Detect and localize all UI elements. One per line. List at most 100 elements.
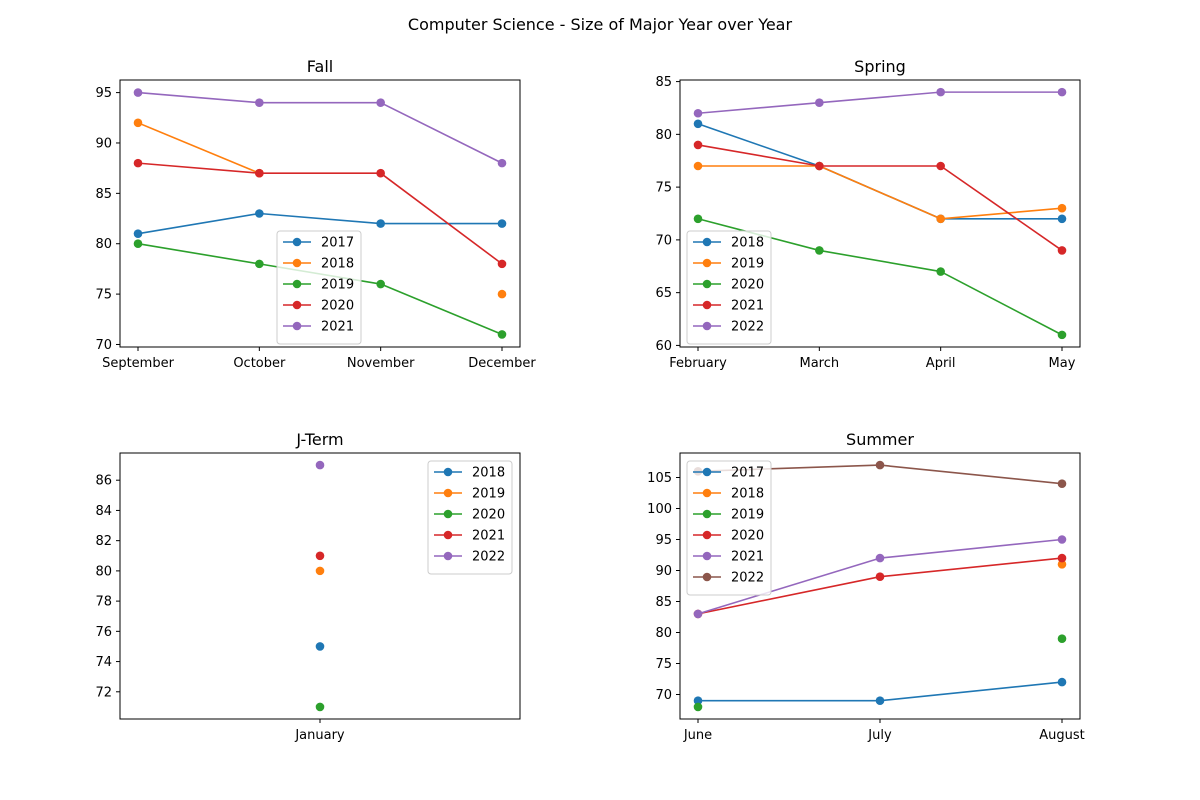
axes-frame (679, 79, 1081, 348)
subplot-title: Spring (854, 57, 906, 76)
legend-label: 2021 (731, 550, 764, 565)
data-point (1057, 535, 1067, 544)
legend-marker (702, 467, 712, 477)
y-tick-label: 70 (95, 338, 112, 353)
series-line-segment (697, 144, 820, 167)
data-point (315, 551, 325, 561)
series-line-segment (940, 207, 1063, 220)
subplot-title: Fall (307, 57, 333, 76)
legend-entry: 2017 (693, 466, 764, 481)
data-point (936, 161, 945, 171)
legend-label: 2022 (731, 571, 764, 586)
y-tick-label: 85 (655, 595, 672, 610)
subplots: Fall 70 75 80 85 90 95 September October November… (95, 57, 1084, 743)
legend-label: 2022 (472, 550, 505, 565)
x-tick-label: February (669, 356, 727, 371)
x-tick-label: December (468, 356, 536, 371)
legend-label: 2019 (472, 487, 505, 502)
y-tick-label: 80 (95, 237, 112, 252)
series-2020 (315, 702, 325, 712)
legend-marker (702, 321, 712, 331)
series-2022 (693, 87, 1067, 118)
x-tick-label: October (233, 356, 286, 371)
y-tick-label: 86 (95, 474, 112, 489)
data-point (376, 219, 385, 228)
x-tick-label: July (867, 728, 892, 743)
series-line-segment (879, 557, 1063, 578)
data-point (1057, 559, 1067, 569)
legend-label: 2020 (472, 508, 505, 523)
series-line-segment (940, 165, 1063, 252)
data-point (693, 108, 703, 118)
legend-label: 2021 (472, 529, 505, 544)
subplot-j-term: J-Term 72 74 76 78 80 82 84 86 January 2018 2019 202… (95, 430, 521, 743)
data-point (693, 119, 703, 129)
legend-entry: 2018 (693, 487, 764, 502)
legend-label: 2018 (321, 257, 354, 272)
data-point (693, 214, 703, 224)
legend-marker (702, 237, 712, 247)
series-line-segment (697, 101, 820, 115)
subplot-title: J-Term (295, 430, 343, 449)
series-2019 (693, 634, 1067, 712)
legend-marker (292, 237, 302, 247)
data-point (315, 566, 325, 576)
legend-marker (702, 572, 712, 582)
data-point (133, 229, 143, 238)
data-point (497, 158, 507, 168)
series-2020 (133, 158, 507, 269)
legend-label: 2022 (731, 320, 764, 335)
legend-entry: 2019 (283, 278, 354, 293)
series-line-segment (380, 101, 503, 164)
data-point (315, 642, 325, 651)
data-point (936, 214, 945, 224)
legend-marker (292, 279, 302, 289)
data-point (255, 209, 264, 218)
legend-marker (443, 509, 453, 519)
data-point (497, 289, 507, 299)
series-line-segment (137, 162, 260, 174)
data-point (376, 168, 385, 178)
legend-marker (702, 530, 712, 540)
series-2018 (1057, 559, 1067, 569)
data-point (1057, 214, 1067, 224)
data-point (376, 98, 385, 107)
series-2017 (693, 677, 1067, 706)
data-point (693, 161, 703, 171)
x-tick-label: August (1039, 728, 1085, 743)
legend-marker (292, 258, 302, 268)
legend: 2018 2019 2020 2021 2022 (686, 230, 772, 345)
data-point (497, 330, 507, 339)
y-tick-label: 90 (95, 136, 112, 151)
data-point (1057, 246, 1067, 255)
subplot-fall: Fall 70 75 80 85 90 95 September October November… (95, 57, 536, 371)
data-point (1057, 479, 1067, 488)
legend-marker (702, 300, 712, 310)
series-2019 (315, 566, 325, 576)
legend-entry: 2020 (693, 278, 764, 293)
legend-label: 2018 (731, 236, 764, 251)
series-line-segment (380, 283, 503, 336)
legend-entry: 2021 (693, 299, 764, 314)
y-tick-label: 90 (655, 564, 672, 579)
legend-label: 2018 (731, 487, 764, 502)
y-tick-label: 70 (655, 233, 672, 248)
y-tick-label: 78 (95, 595, 112, 610)
legend-entry: 2020 (283, 299, 354, 314)
data-point (693, 609, 703, 619)
series-line-segment (819, 91, 941, 104)
x-tick-label: November (347, 356, 415, 371)
legend-entry: 2022 (434, 550, 505, 565)
data-point (255, 259, 264, 269)
data-point (255, 168, 264, 178)
legend-entry: 2018 (283, 257, 354, 272)
x-tick-label: April (926, 356, 956, 371)
x-tick-label: March (800, 356, 840, 371)
y-tick-label: 76 (95, 625, 112, 640)
legend: 2017 2018 2019 2020 2021 2022 (686, 460, 772, 596)
legend-entry: 2020 (434, 508, 505, 523)
data-point (875, 572, 885, 581)
legend-label: 2020 (731, 529, 764, 544)
legend-entry: 2021 (434, 529, 505, 544)
